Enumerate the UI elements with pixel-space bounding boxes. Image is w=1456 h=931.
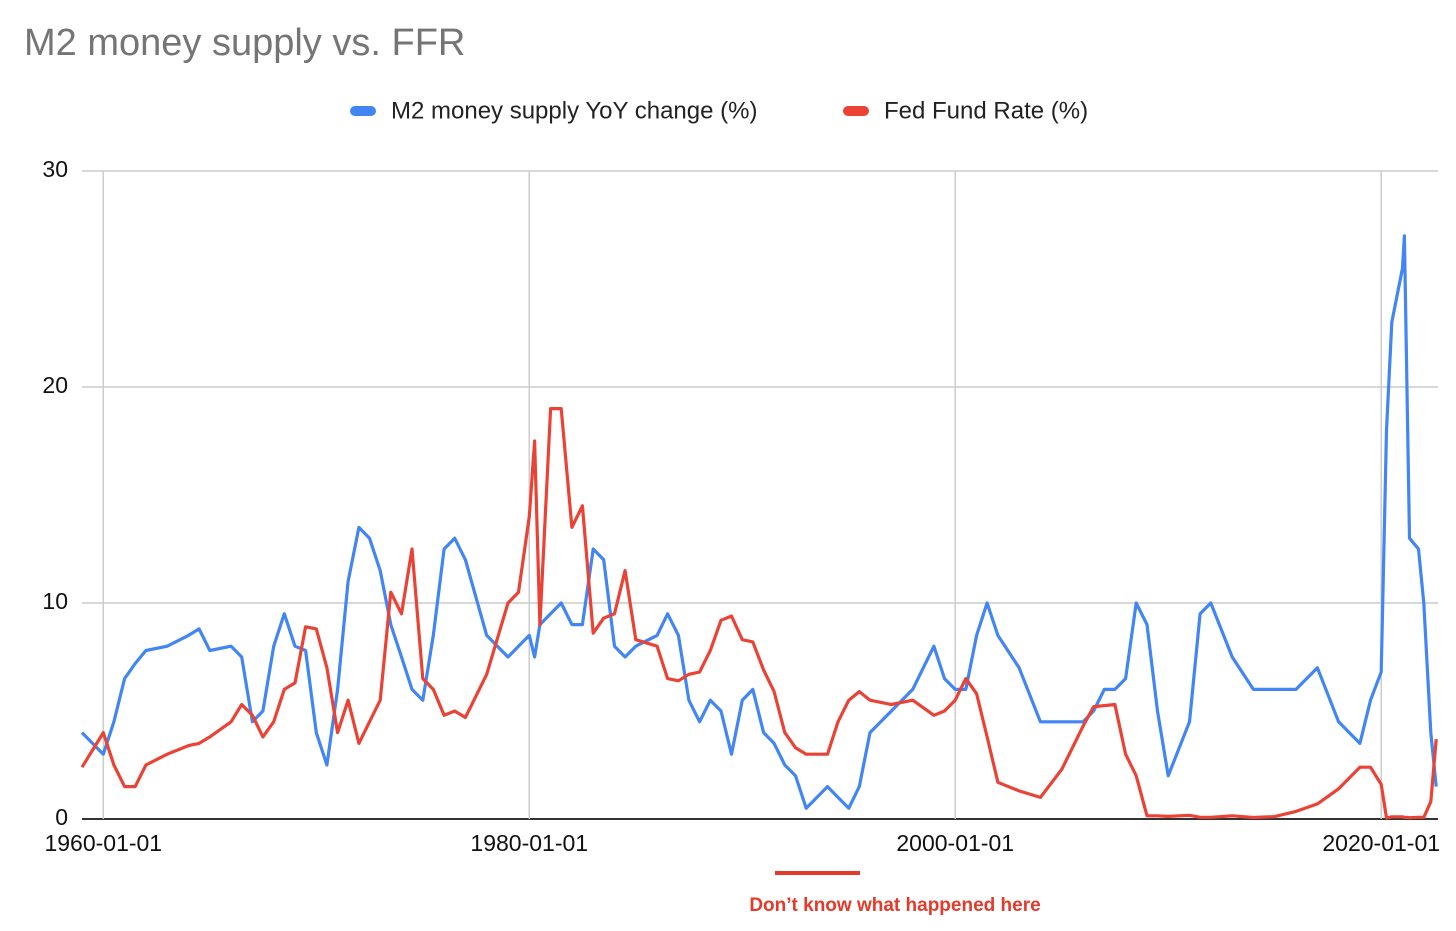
y-tick-label: 20: [42, 372, 68, 398]
series-line: [80, 407, 1438, 820]
x-tick-label: 1960-01-01: [44, 830, 162, 856]
chart-title: M2 money supply vs. FFR: [24, 22, 465, 64]
legend-swatch: [843, 106, 869, 116]
legend: M2 money supply YoY change (%) Fed Fund R…: [350, 97, 1088, 124]
x-tick-label: 1980-01-01: [470, 830, 588, 856]
legend-label: Fed Fund Rate (%): [884, 97, 1088, 124]
grid: 0 10 20 30 1960-01-01 1980-01-01 2000-01-01 202…: [42, 156, 1440, 856]
y-tick-label: 30: [42, 156, 68, 182]
lines: [80, 234, 1438, 820]
legend-label: M2 money supply YoY change (%): [391, 97, 757, 124]
x-tick-label: 2000-01-01: [896, 830, 1014, 856]
annotation: Don’t know what happened here: [749, 895, 1040, 916]
y-tick-label: 0: [55, 804, 68, 830]
y-tick-label: 10: [42, 588, 68, 614]
series-line: [80, 234, 1438, 810]
x-tick-label: 2020-01-01: [1322, 830, 1440, 856]
legend-swatch: [350, 106, 376, 116]
